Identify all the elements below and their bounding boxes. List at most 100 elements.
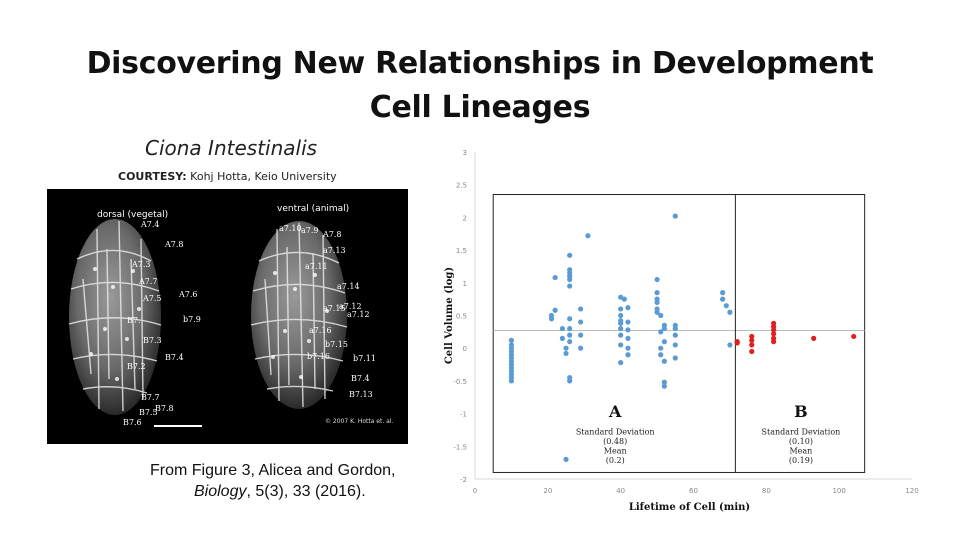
left-embryo-heading: dorsal (vegetal) — [97, 210, 168, 220]
courtesy-text: Kohj Hotta, Keio University — [186, 170, 337, 183]
right-cell-label: b7.16 — [307, 352, 330, 361]
courtesy-credit: COURTESY: Kohj Hotta, Keio University — [118, 170, 337, 183]
y-tick-label: -0.5 — [453, 378, 467, 386]
y-tick-label: 2.5 — [456, 182, 467, 190]
data-point-a — [618, 312, 624, 319]
y-tick-label: 0.5 — [456, 313, 467, 321]
left-cell-label: A7.6 — [178, 290, 198, 299]
region-mean-label: Mean — [604, 447, 627, 456]
scatter-chart-svg: -2 -1.5 -1 -0.5 0 0.5 1 1.5 2 2.5 3 0 20 40 60 80 100 120… — [444, 149, 919, 513]
data-point-a — [548, 316, 555, 322]
data-point-a — [658, 312, 664, 319]
data-point-a — [585, 233, 591, 239]
slide-title-line1: Discovering New Relationships in Develop… — [86, 46, 874, 81]
data-point-b — [851, 333, 857, 340]
data-point-b — [811, 335, 817, 341]
left-cell-label: A7.7 — [138, 277, 158, 286]
data-point-a — [723, 303, 729, 309]
data-point-a — [559, 335, 565, 341]
left-cell-label: B7.8 — [155, 404, 174, 413]
left-cell-label: A7.4 — [140, 220, 160, 229]
right-embryo-heading: ventral (animal) — [277, 204, 349, 214]
left-cell-label: B7.3 — [143, 336, 162, 345]
data-point-a — [658, 352, 664, 358]
x-tick-label: 40 — [616, 487, 625, 495]
right-cell-label: B7.4 — [351, 374, 370, 383]
data-point-a — [625, 352, 631, 358]
data-point-a — [727, 342, 733, 348]
y-tick-label: 1 — [463, 280, 467, 288]
y-tick-label: -2 — [460, 476, 467, 484]
right-cell-label: a7.16 — [309, 326, 332, 335]
x-tick-label: 20 — [543, 487, 552, 495]
region-sd-label: Standard Deviation — [762, 428, 841, 437]
x-tick-label: 120 — [905, 487, 918, 495]
right-cell-label: a7.15 — [323, 304, 346, 313]
data-point-a — [654, 276, 660, 283]
data-point-a — [618, 306, 624, 312]
data-point-a — [578, 332, 584, 338]
micrograph-copyright: © 2007 K. Hotta et. al. — [325, 418, 394, 425]
right-cell-label: b7.11 — [353, 354, 376, 363]
data-point-a — [563, 345, 569, 351]
left-cell-label: A7.3 — [131, 260, 151, 269]
region-label: B — [794, 402, 808, 421]
right-cell-label: a7.12 — [347, 310, 370, 319]
right-cell-label: a7.13 — [323, 246, 346, 255]
data-point-b — [749, 348, 755, 355]
data-point-a — [661, 325, 667, 332]
data-point-a — [552, 307, 558, 313]
data-point-a — [559, 325, 565, 332]
data-point-a — [658, 345, 664, 351]
left-cell-label: B7. — [127, 316, 141, 325]
region-sd-value: (0.10) — [789, 437, 813, 446]
x-tick-label: 60 — [689, 487, 698, 495]
citation-journal: Biology — [194, 483, 247, 500]
data-point-a — [672, 342, 678, 348]
right-cell-label: b7.15 — [325, 340, 348, 349]
data-point-a — [618, 325, 624, 332]
right-cell-label: a7.12 — [339, 302, 362, 311]
data-point-a — [625, 319, 631, 325]
x-tick-label: 0 — [473, 487, 477, 495]
data-point-a — [654, 309, 660, 315]
y-tick-label: 1.5 — [456, 247, 467, 255]
right-embryo — [250, 221, 348, 409]
data-point-a — [567, 339, 573, 345]
region-mean-value: (0.2) — [606, 456, 625, 465]
cell-volume-scatter-chart: -2 -1.5 -1 -0.5 0 0.5 1 1.5 2 2.5 3 0 20 40 60 80 100 120… — [430, 140, 930, 524]
data-point-a — [661, 383, 667, 389]
data-point-a — [578, 306, 584, 312]
data-point-a — [672, 355, 678, 361]
citation-line1: From Figure 3, Alicea and Gordon, — [150, 462, 396, 479]
data-point-a — [567, 283, 573, 289]
left-cell-label: A7.8 — [164, 240, 184, 249]
data-point-a — [720, 296, 726, 302]
data-point-b — [749, 333, 755, 340]
right-cell-label: a7.14 — [337, 282, 360, 291]
data-point-a — [567, 276, 573, 283]
region-sd-label: Standard Deviation — [576, 428, 655, 437]
data-point-a — [578, 345, 584, 351]
data-point-a — [508, 378, 515, 384]
data-point-a — [625, 345, 631, 351]
micrograph-svg: dorsal (vegetal) ventral (animal) © 2007… — [68, 204, 394, 427]
y-tick-label: -1 — [460, 411, 467, 419]
right-cell-label: a7.11 — [305, 262, 328, 271]
data-point-a — [672, 332, 678, 338]
figure-citation: From Figure 3, Alicea and Gordon, Biolog… — [150, 460, 395, 502]
data-point-b — [771, 339, 777, 345]
data-point-a — [567, 252, 573, 258]
data-point-a — [661, 379, 667, 385]
left-cell-label: B7.6 — [123, 418, 142, 427]
courtesy-label: COURTESY: — [118, 170, 187, 183]
y-tick-label: 2 — [463, 214, 467, 222]
data-point-a — [658, 329, 664, 335]
data-point-a — [552, 274, 558, 281]
data-point-a — [563, 456, 569, 462]
data-point-a — [672, 213, 678, 219]
right-cell-label: a7.9 — [301, 226, 319, 235]
plot-border — [492, 194, 866, 473]
left-cell-labels: A7.4 A7.8 A7.3 A7.7 A7.5 A7.6 b7.9 B7. B7.3B7.4 B… — [123, 220, 201, 427]
data-point-a — [654, 290, 660, 296]
